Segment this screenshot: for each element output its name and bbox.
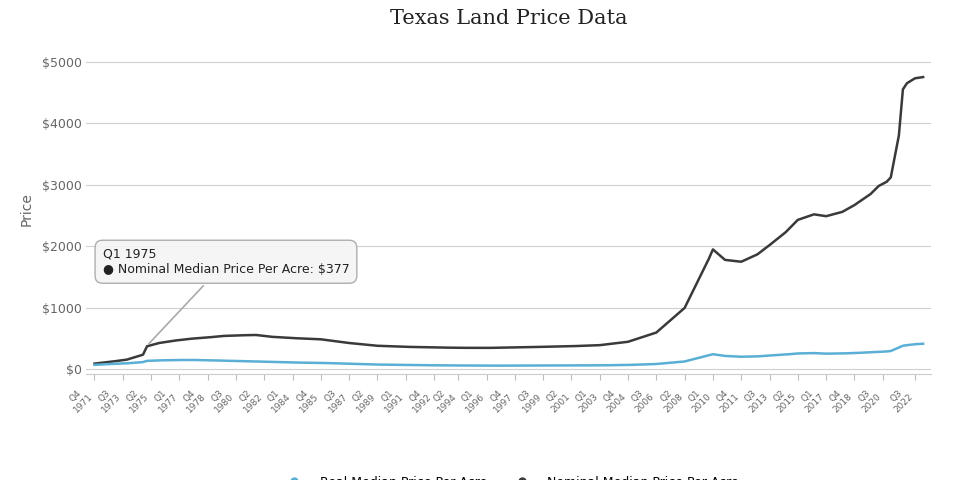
Title: Texas Land Price Data: Texas Land Price Data — [390, 9, 628, 28]
Y-axis label: Price: Price — [19, 192, 34, 226]
Text: Q1 1975
● Nominal Median Price Per Acre: $377: Q1 1975 ● Nominal Median Price Per Acre:… — [103, 248, 349, 344]
Legend: Real Median Price Per Acre, Nominal Median Price Per Acre: Real Median Price Per Acre, Nominal Medi… — [274, 471, 744, 480]
